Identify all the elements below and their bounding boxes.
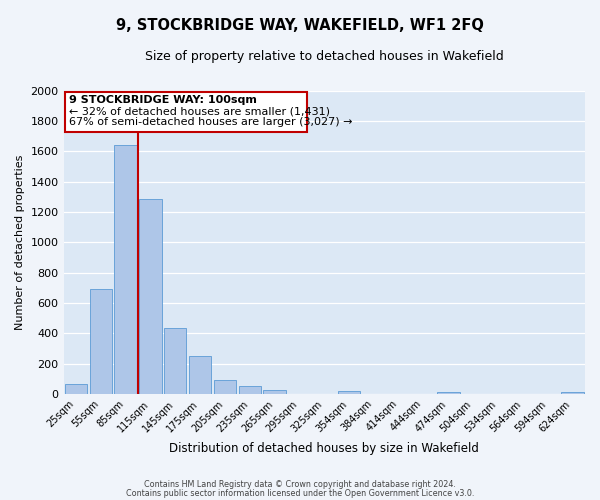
Y-axis label: Number of detached properties: Number of detached properties: [15, 154, 25, 330]
Bar: [263, 390, 286, 394]
Bar: [164, 328, 187, 394]
Bar: [239, 386, 261, 394]
Bar: [214, 380, 236, 394]
Bar: [89, 289, 112, 394]
Bar: [189, 356, 211, 394]
Text: 9, STOCKBRIDGE WAY, WAKEFIELD, WF1 2FQ: 9, STOCKBRIDGE WAY, WAKEFIELD, WF1 2FQ: [116, 18, 484, 32]
Text: Contains HM Land Registry data © Crown copyright and database right 2024.: Contains HM Land Registry data © Crown c…: [144, 480, 456, 489]
Text: Contains public sector information licensed under the Open Government Licence v3: Contains public sector information licen…: [126, 488, 474, 498]
Text: 9 STOCKBRIDGE WAY: 100sqm: 9 STOCKBRIDGE WAY: 100sqm: [68, 95, 256, 105]
Text: ← 32% of detached houses are smaller (1,431): ← 32% of detached houses are smaller (1,…: [68, 106, 329, 117]
Bar: [65, 384, 87, 394]
Bar: [338, 391, 360, 394]
Bar: [562, 392, 584, 394]
FancyBboxPatch shape: [65, 92, 307, 132]
Title: Size of property relative to detached houses in Wakefield: Size of property relative to detached ho…: [145, 50, 503, 63]
X-axis label: Distribution of detached houses by size in Wakefield: Distribution of detached houses by size …: [169, 442, 479, 455]
Bar: [437, 392, 460, 394]
Bar: [139, 199, 161, 394]
Text: 67% of semi-detached houses are larger (3,027) →: 67% of semi-detached houses are larger (…: [68, 117, 352, 127]
Bar: [115, 145, 137, 394]
